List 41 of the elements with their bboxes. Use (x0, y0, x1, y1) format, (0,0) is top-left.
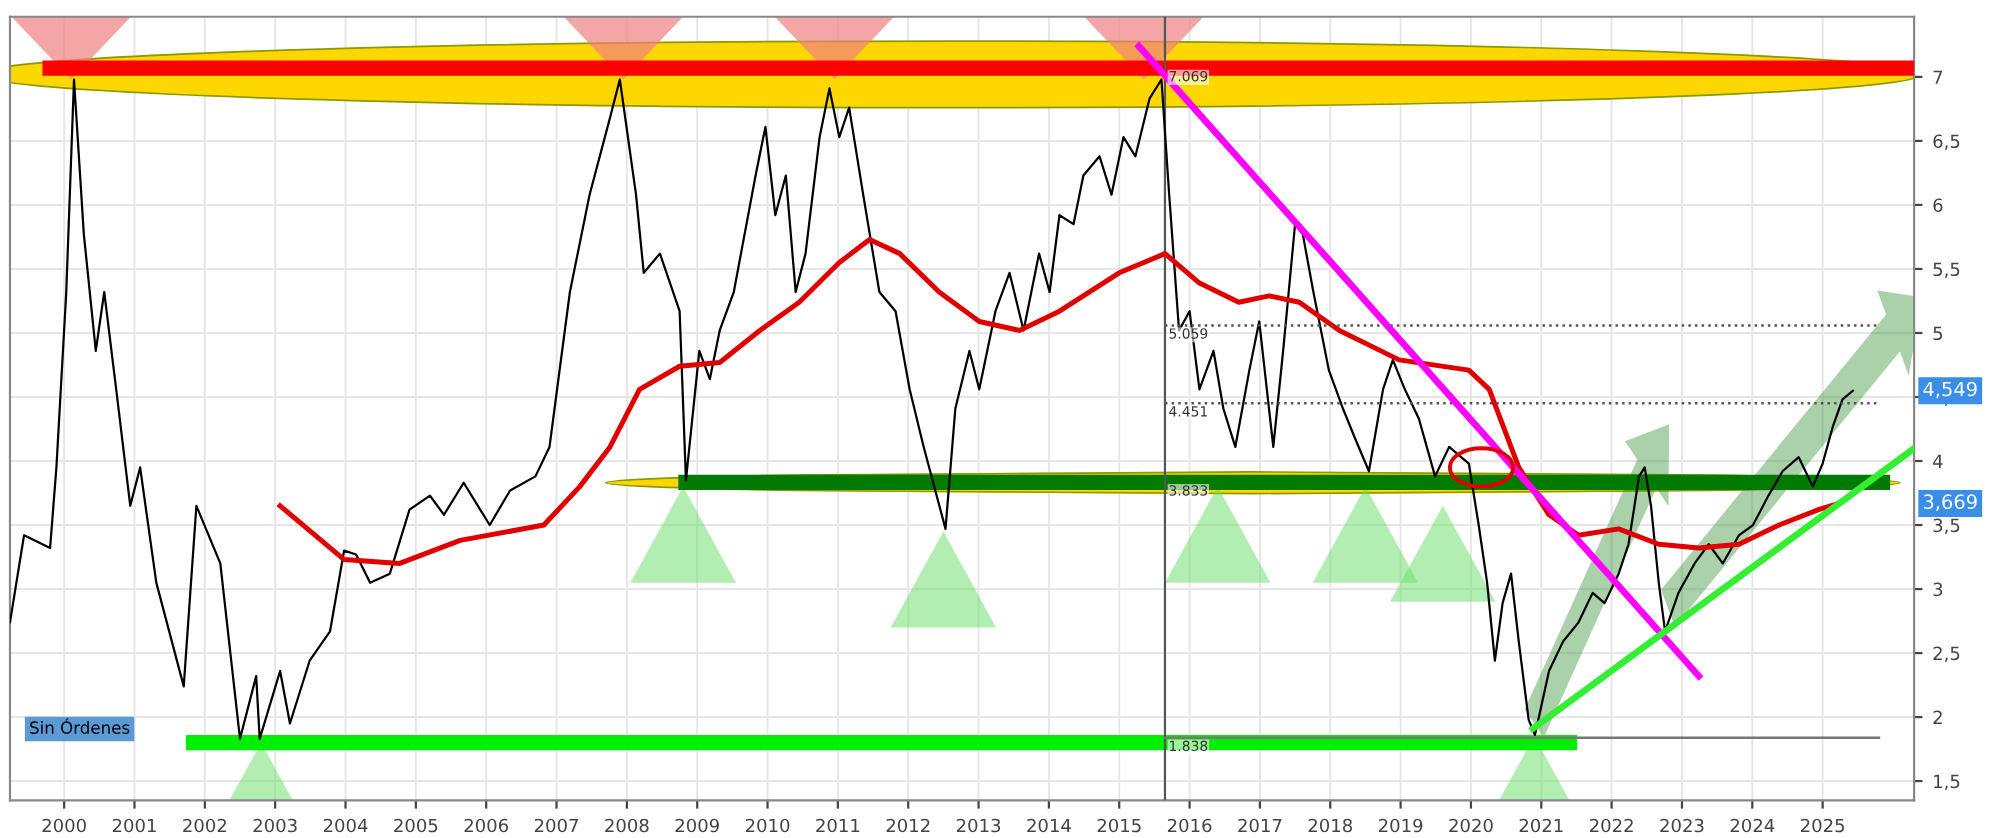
y-tick-label: 3,5 (1933, 518, 1960, 534)
x-tick-label: 2013 (956, 818, 1001, 833)
x-tick-label: 2003 (253, 818, 297, 833)
x-tick-label: 2021 (1519, 818, 1563, 833)
y-tick-label: 6,5 (1933, 134, 1960, 150)
y-tick-label: 1,5 (1934, 774, 1960, 791)
x-tick-label: 2024 (1730, 818, 1775, 833)
y-tick-label: 5 (1933, 326, 1943, 341)
x-tick-label: 2009 (675, 818, 719, 833)
x-tick-label: 2011 (816, 818, 860, 833)
y-tick-label: 4 (1933, 454, 1943, 468)
x-tick-label: 2000 (42, 818, 86, 833)
x-tick-label: 2012 (886, 818, 930, 833)
x-tick-label: 2005 (394, 818, 438, 833)
x-tick-label: 2022 (1589, 818, 1633, 833)
annotation: Sin Órdenes (30, 718, 130, 734)
y-tick-label: 5,5 (1933, 262, 1960, 278)
x-tick-label: 2001 (112, 818, 156, 833)
line-series (9, 78, 1854, 740)
text: 4,549 (1923, 381, 1977, 399)
x-tick-label: 2016 (1167, 818, 1212, 833)
text: 3,669 (1923, 494, 1977, 512)
x-tick-label: 2002 (183, 818, 226, 833)
x-tick-label: 2006 (464, 818, 509, 833)
y-tick-label: 7 (1933, 70, 1943, 84)
y-tick-label: 3 (1933, 582, 1943, 597)
x-tick-label: 2015 (1097, 818, 1141, 833)
x-tick-label: 2014 (1027, 818, 1071, 833)
x-tick-label: 2007 (534, 818, 578, 833)
x-tick-label: 2004 (323, 818, 368, 833)
x-tick-label: 2010 (745, 818, 790, 833)
x-tick-label: 2017 (1238, 818, 1282, 833)
x-tick-label: 2025 (1800, 818, 1845, 833)
x-tick-label: 2018 (1308, 818, 1352, 833)
x-tick-label: 2020 (1449, 818, 1493, 833)
x-tick-label: 2008 (605, 818, 649, 833)
y-tick-label: 6 (1933, 198, 1943, 213)
y-tick-label: 2 (1933, 710, 1942, 724)
y-tick-label: 2,5 (1933, 646, 1960, 663)
x-tick-label: 2023 (1660, 818, 1704, 833)
x-tick-label: 2019 (1378, 818, 1423, 833)
